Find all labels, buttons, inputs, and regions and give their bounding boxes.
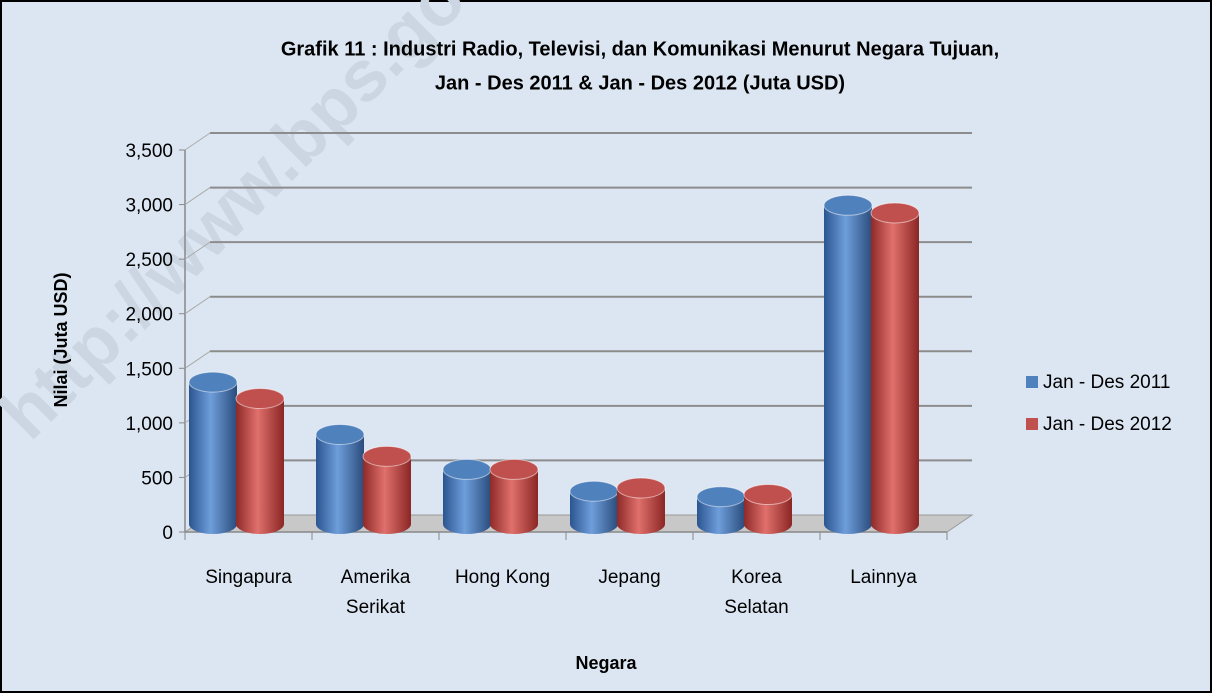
y-tick-label: 2,000 (125, 305, 173, 326)
bar-top (442, 458, 492, 480)
bar-body (236, 398, 284, 524)
bar-top (315, 424, 365, 446)
bar (743, 484, 793, 534)
x-tick-label: Hong Kong (454, 567, 551, 588)
bar-top (235, 387, 285, 409)
bar (315, 424, 365, 534)
grid-line-side (184, 241, 211, 260)
y-tick-label: 3,000 (125, 196, 173, 217)
bar (442, 458, 492, 534)
y-tick-label: 3,500 (125, 141, 173, 162)
bar-body (363, 456, 411, 524)
y-tick-label: 2,500 (125, 250, 173, 271)
legend-label: Jan - Des 2011 (1043, 372, 1170, 393)
bar (362, 445, 412, 534)
bar (489, 458, 539, 534)
bar (870, 202, 920, 534)
grid-line-side (184, 187, 211, 205)
bar-body (189, 382, 237, 524)
y-tick-label: 1,500 (125, 359, 173, 380)
y-axis-title: Nilai (Juta USD) (51, 272, 71, 407)
bar-body (316, 434, 364, 524)
bar (616, 477, 666, 534)
grid-line-side (184, 132, 211, 151)
bar (569, 480, 619, 534)
bar-top (188, 371, 238, 393)
bar-top (870, 202, 920, 224)
y-tick-label: 500 (141, 468, 173, 489)
bar-top (569, 480, 619, 502)
legend-swatch (1026, 418, 1038, 430)
bar-body (824, 205, 872, 524)
x-tick-label: Jepang (598, 567, 661, 588)
x-tick-label: Amerika Serikat (340, 567, 411, 618)
chart-title: Grafik 11 : Industri Radio, Televisi, da… (281, 38, 999, 60)
x-axis-title: Negara (575, 653, 637, 673)
legend-label: Jan - Des 2012 (1043, 414, 1172, 435)
grid-line-side (184, 350, 211, 369)
bar-top (743, 484, 793, 506)
bar-top (362, 445, 412, 467)
bar-top (696, 486, 746, 508)
bar (696, 486, 746, 534)
bar-top (489, 458, 539, 480)
y-tick-label: 0 (162, 523, 173, 544)
bar-top (823, 194, 873, 216)
bar (188, 371, 238, 534)
x-tick-label: Singapura (205, 567, 292, 588)
bar (235, 387, 285, 534)
legend-swatch (1026, 376, 1038, 388)
grid-line-side (184, 296, 211, 315)
chart-subtitle: Jan - Des 2011 & Jan - Des 2012 (Juta US… (435, 72, 845, 94)
bar-top (616, 477, 666, 499)
bar-body (871, 212, 919, 524)
bar (823, 194, 873, 534)
y-tick-label: 1,000 (125, 414, 173, 435)
x-tick-label: Korea Selatan (724, 567, 789, 618)
x-tick-label: Lainnya (850, 567, 917, 588)
